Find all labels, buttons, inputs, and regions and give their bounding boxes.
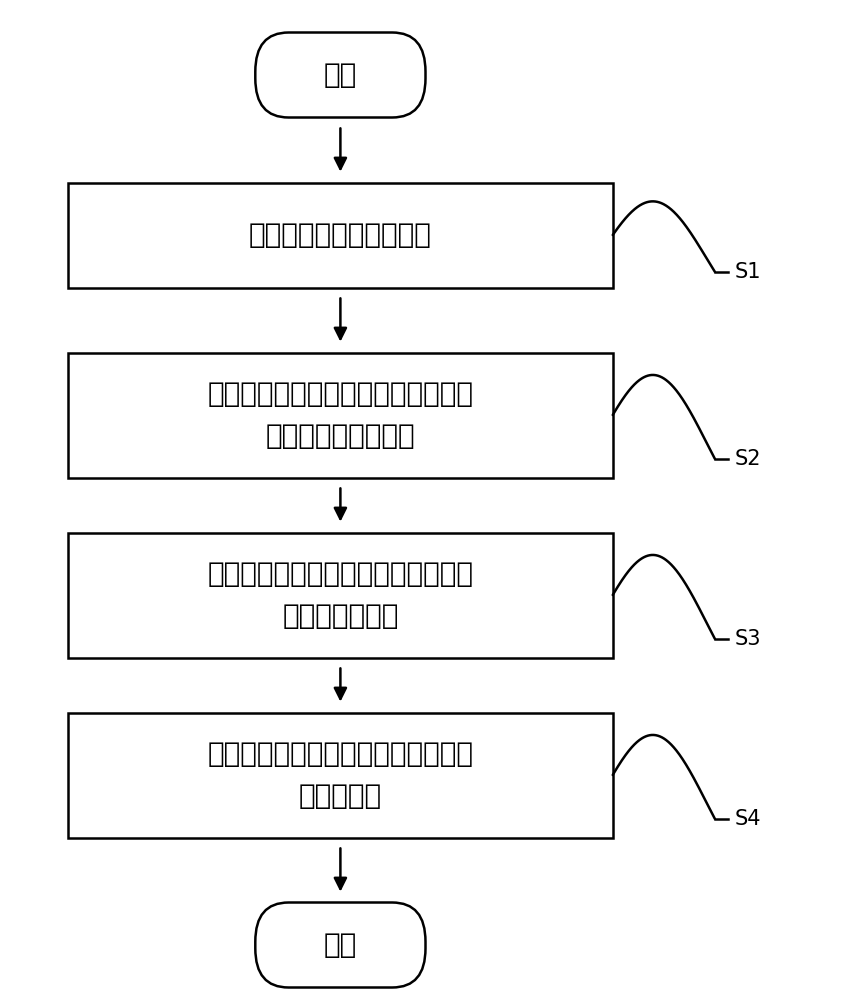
- Text: 将多个容器排料板进行重新排列，得
到初始排料结果: 将多个容器排料板进行重新排列，得 到初始排料结果: [208, 560, 473, 630]
- Text: S4: S4: [734, 809, 761, 829]
- Text: 获取矩形原料和多个容器: 获取矩形原料和多个容器: [249, 221, 431, 249]
- Text: S3: S3: [734, 629, 761, 649]
- Text: 开始: 开始: [323, 61, 357, 89]
- Text: S1: S1: [734, 262, 761, 282]
- FancyBboxPatch shape: [255, 902, 426, 988]
- FancyBboxPatch shape: [255, 32, 426, 117]
- FancyBboxPatch shape: [68, 712, 613, 838]
- FancyBboxPatch shape: [68, 353, 613, 478]
- FancyBboxPatch shape: [68, 532, 613, 658]
- Text: 将初始排料结果进行适应度处理，得
到排料结果: 将初始排料结果进行适应度处理，得 到排料结果: [208, 740, 473, 810]
- FancyBboxPatch shape: [68, 182, 613, 288]
- Text: S2: S2: [734, 449, 761, 469]
- Text: 将矩形原料随机分布到多个容器中，
得到多个容器排料板: 将矩形原料随机分布到多个容器中， 得到多个容器排料板: [208, 380, 473, 450]
- Text: 结束: 结束: [323, 931, 357, 959]
